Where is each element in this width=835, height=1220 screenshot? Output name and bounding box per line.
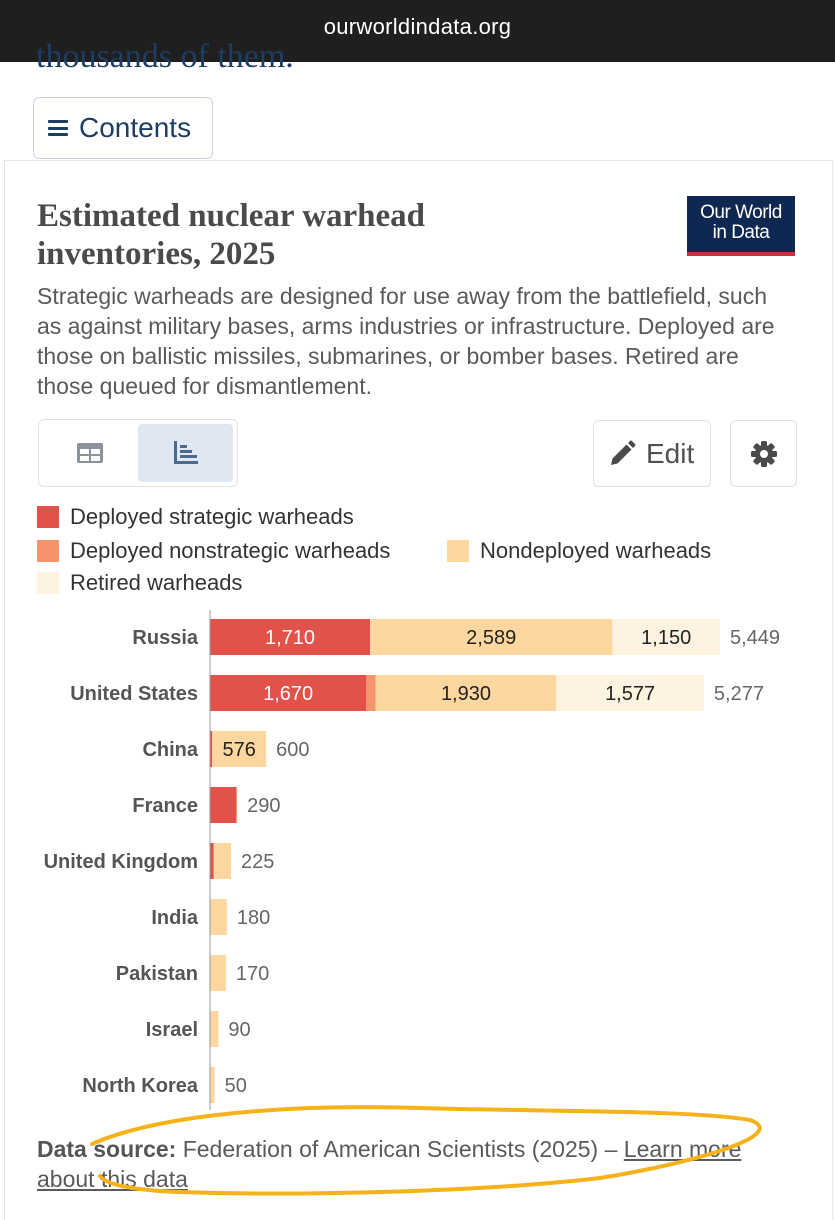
- legend-item-deployed-nonstrategic[interactable]: Deployed nonstrategic warheads: [37, 538, 390, 564]
- category-label: United States: [70, 683, 198, 705]
- category-label: France: [132, 795, 198, 817]
- data-source-note: Data source: Federation of American Scie…: [37, 1134, 797, 1194]
- legend-swatch: [37, 572, 59, 594]
- bar-segment[interactable]: [210, 787, 237, 823]
- hamburger-icon: [48, 120, 68, 136]
- legend-item-retired[interactable]: Retired warheads: [37, 570, 242, 596]
- bar-segment[interactable]: [212, 731, 267, 767]
- source-label: Data source:: [37, 1136, 177, 1162]
- category-label: North Korea: [82, 1075, 198, 1097]
- view-toggle: [38, 419, 238, 487]
- bar-segment[interactable]: [210, 899, 227, 935]
- legend-swatch: [37, 540, 59, 562]
- owid-logo[interactable]: Our World in Data: [687, 196, 795, 256]
- segment-value-label: 1,710: [265, 627, 315, 649]
- bar-segment[interactable]: [366, 675, 376, 711]
- total-value-label: 290: [247, 795, 280, 817]
- legend-item-nondeployed[interactable]: Nondeployed warheads: [447, 538, 711, 564]
- category-label: Russia: [132, 627, 198, 649]
- category-label: United Kingdom: [44, 851, 198, 873]
- total-value-label: 180: [237, 907, 270, 929]
- total-value-label: 5,277: [714, 683, 764, 705]
- total-value-label: 5,449: [730, 627, 780, 649]
- segment-value-label: 576: [223, 739, 256, 761]
- segment-value-label: 1,150: [641, 627, 691, 649]
- total-value-label: 170: [236, 963, 269, 985]
- total-value-label: 600: [276, 739, 309, 761]
- category-label: India: [151, 907, 199, 929]
- bar-segment[interactable]: [612, 619, 720, 655]
- logo-line-2: in Data: [712, 222, 770, 243]
- table-icon: [76, 443, 103, 463]
- segment-value-label: 1,577: [605, 683, 655, 705]
- chart-view-tab[interactable]: [138, 424, 233, 482]
- bar-segment[interactable]: [210, 843, 214, 879]
- bar-segment[interactable]: [236, 787, 238, 823]
- bar-segment[interactable]: [556, 675, 704, 711]
- url-text: ourworldindata.org: [323, 14, 512, 39]
- category-label: Israel: [146, 1019, 198, 1041]
- contents-button[interactable]: Contents: [33, 97, 213, 159]
- contents-label: Contents: [79, 112, 192, 143]
- browser-address-bar[interactable]: ourworldindata.org: [0, 0, 835, 62]
- category-label: Pakistan: [116, 963, 198, 985]
- gear-icon: [750, 440, 777, 467]
- segment-value-label: 1,930: [441, 683, 491, 705]
- legend-label: Deployed nonstrategic warheads: [70, 538, 391, 563]
- chart-title: Estimated nuclear warhead inventories, 2…: [37, 198, 426, 272]
- edit-label: Edit: [646, 437, 695, 469]
- bar-segment[interactable]: [210, 675, 367, 711]
- logo-line-1: Our World: [700, 202, 782, 223]
- bar-chart-icon: [173, 441, 198, 464]
- total-value-label: 225: [241, 851, 274, 873]
- bar-segment[interactable]: [210, 1011, 219, 1047]
- source-text: Federation of American Scientists (2025)…: [182, 1136, 618, 1162]
- legend-label: Deployed strategic warheads: [70, 504, 354, 529]
- bar-segment[interactable]: [210, 619, 371, 655]
- bar-segment[interactable]: [213, 843, 232, 879]
- edit-button[interactable]: Edit: [593, 420, 711, 487]
- settings-button[interactable]: [730, 420, 797, 487]
- bar-segment[interactable]: [375, 675, 557, 711]
- bar-segment[interactable]: [210, 1067, 215, 1103]
- bar-segment[interactable]: [210, 731, 213, 767]
- total-value-label: 90: [228, 1019, 250, 1041]
- bar-segment[interactable]: [210, 955, 226, 991]
- legend-swatch: [37, 506, 59, 528]
- segment-value-label: 2,589: [466, 627, 516, 649]
- legend-swatch: [447, 540, 469, 562]
- category-label: China: [142, 739, 198, 761]
- pencil-icon: [611, 440, 636, 465]
- total-value-label: 50: [225, 1075, 247, 1097]
- legend-label: Retired warheads: [70, 570, 243, 595]
- chart-subtitle: Strategic warheads are designed for use …: [37, 283, 775, 399]
- article-text-fragment: thousands of them.: [36, 38, 294, 75]
- legend-item-deployed-strategic[interactable]: Deployed strategic warheads: [37, 504, 354, 530]
- table-view-tab[interactable]: [42, 424, 137, 482]
- segment-value-label: 1,670: [263, 683, 313, 705]
- bar-segment[interactable]: [370, 619, 613, 655]
- stacked-bar-chart: Russia 1,710 2,589 1,150 5,449 United States 1…: [44, 610, 780, 1110]
- legend-label: Nondeployed warheads: [480, 538, 712, 563]
